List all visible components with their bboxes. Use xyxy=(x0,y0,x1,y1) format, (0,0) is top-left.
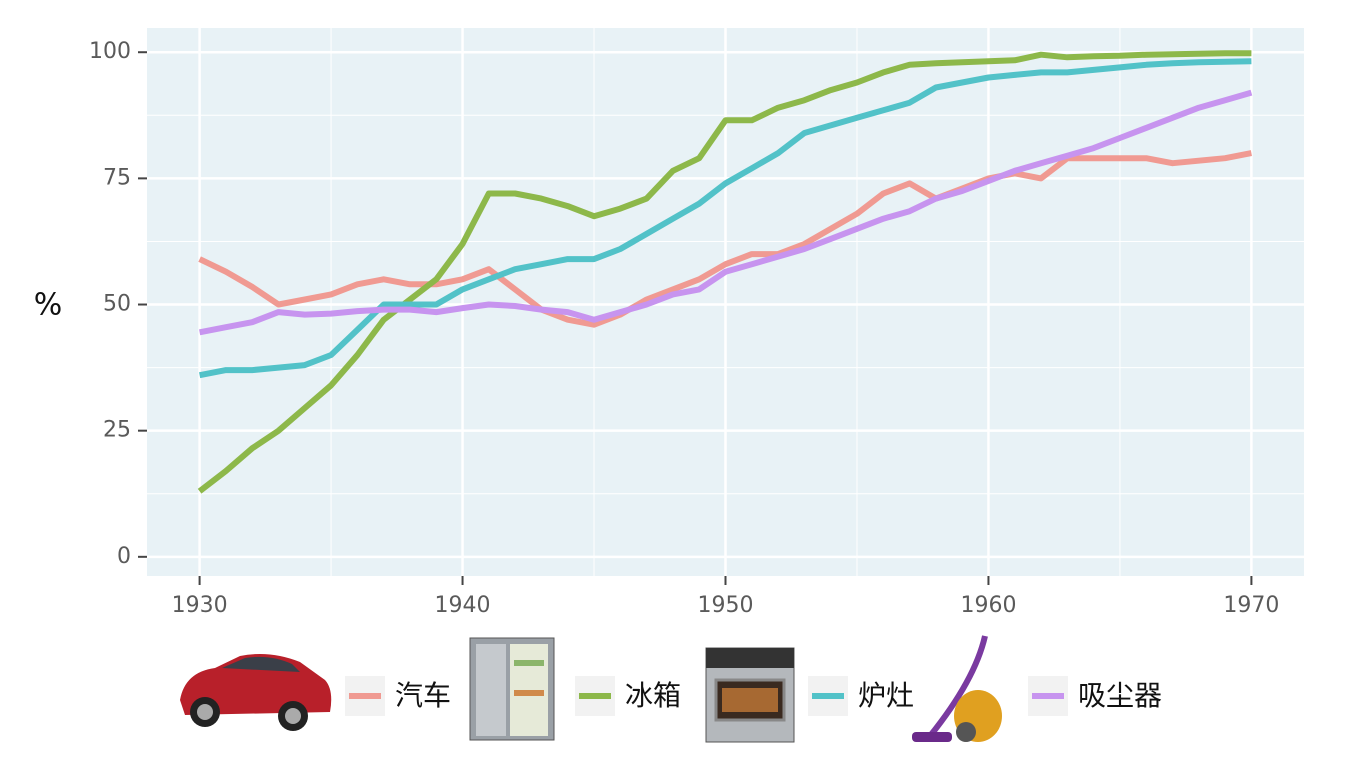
fridge-icon xyxy=(469,637,555,741)
stove-icon xyxy=(705,647,795,743)
y-tick-label: 75 xyxy=(103,165,131,190)
series-line xyxy=(198,150,1252,328)
legend-label: 汽车 xyxy=(395,679,451,712)
car-icon xyxy=(180,654,332,731)
x-tick-label: 1950 xyxy=(698,593,754,618)
x-tick-label: 1930 xyxy=(172,593,228,618)
y-tick-label: 25 xyxy=(103,418,131,443)
x-tick-label: 1940 xyxy=(435,593,491,618)
legend-label: 吸尘器 xyxy=(1078,679,1162,712)
series-line xyxy=(197,50,1252,494)
y-tick-label: 100 xyxy=(89,39,131,64)
legend-label: 炉灶 xyxy=(858,679,914,712)
vacuum-icon xyxy=(912,635,1002,742)
y-tick-label: 0 xyxy=(117,544,131,569)
y-tick-label: 50 xyxy=(103,292,131,317)
x-tick-label: 1970 xyxy=(1223,593,1279,618)
x-tick-label: 1960 xyxy=(960,593,1016,618)
legend-label: 冰箱 xyxy=(625,679,681,712)
series-line xyxy=(199,89,1253,336)
y-axis-label: % xyxy=(34,288,63,323)
